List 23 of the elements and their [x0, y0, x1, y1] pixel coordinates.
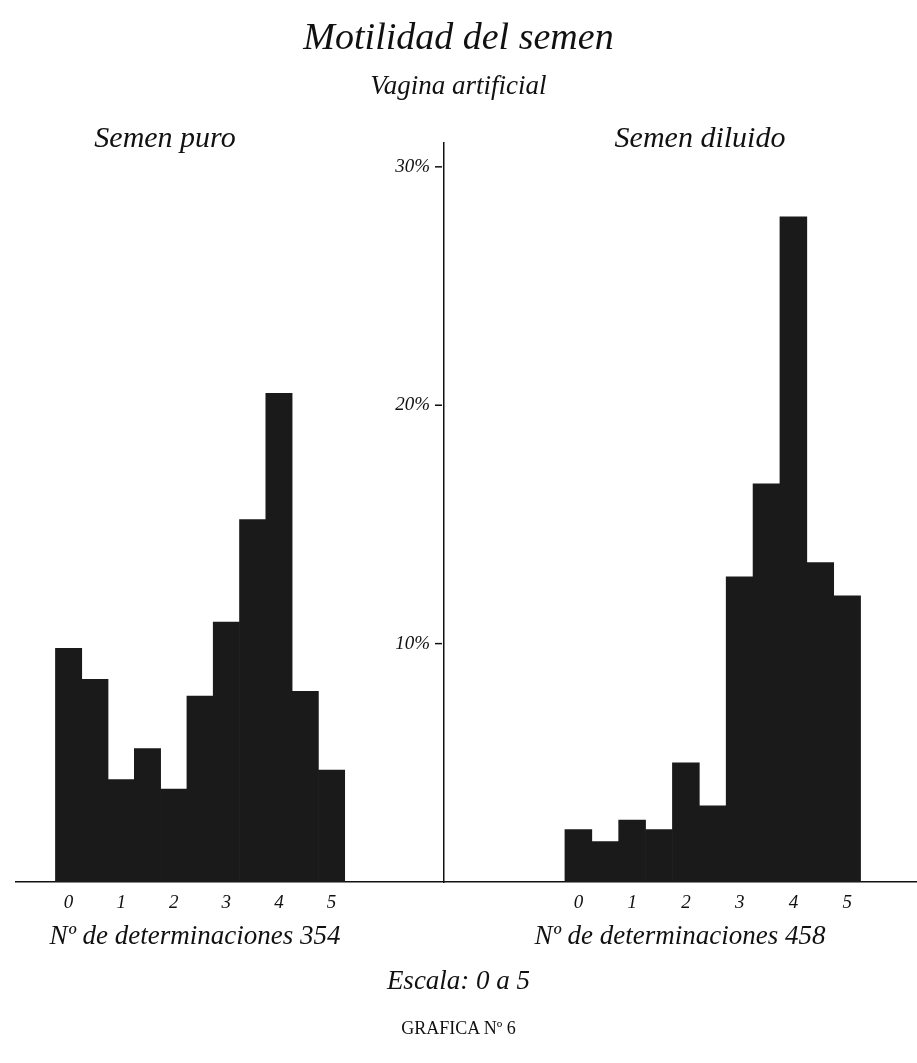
text: Escala: 0 a 5	[385, 965, 532, 996]
chart-title: Semen puro	[93, 120, 237, 154]
chart-title: Semen diluido	[613, 120, 787, 154]
text: Nº de determinaciones 458	[533, 920, 827, 951]
x-tick-label: 4	[274, 891, 285, 913]
x-tick-label: 3	[220, 891, 232, 913]
x-tick-label: 0	[63, 891, 74, 913]
text: Vagina artificial	[369, 70, 548, 101]
y-tick-label: 30%	[394, 154, 430, 176]
text: Motilidad del semen	[302, 14, 615, 58]
x-tick-label: 5	[326, 891, 337, 913]
x-tick-label: 2	[681, 891, 692, 913]
x-tick-label: 2	[169, 891, 180, 913]
text: GRAFICA Nº 6	[400, 1018, 517, 1039]
x-tick-label: 1	[116, 891, 126, 913]
y-tick-label: 10%	[395, 631, 430, 653]
x-tick-label: 4	[788, 891, 799, 913]
x-tick-label: 3	[733, 891, 745, 913]
y-tick-label: 20%	[395, 393, 430, 415]
x-tick-label: 1	[627, 891, 637, 913]
text: Nº de determinaciones 354	[48, 920, 342, 951]
x-tick-label: 0	[573, 891, 584, 913]
x-tick-label: 5	[842, 891, 852, 913]
